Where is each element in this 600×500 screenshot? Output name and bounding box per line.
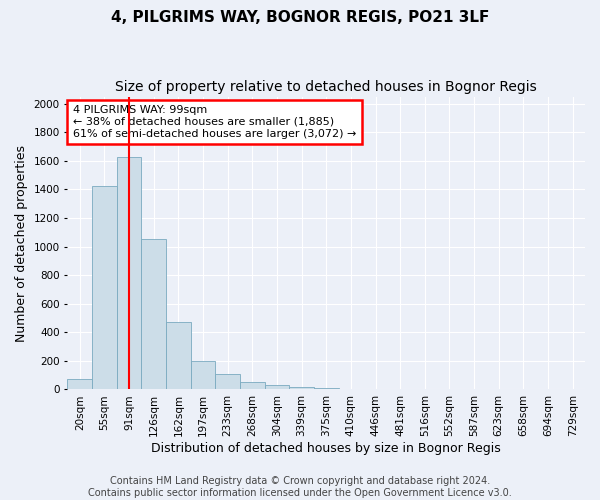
Bar [191, 361, 215, 390]
Bar [117, 156, 142, 390]
Text: 4, PILGRIMS WAY, BOGNOR REGIS, PO21 3LF: 4, PILGRIMS WAY, BOGNOR REGIS, PO21 3LF [111, 10, 489, 25]
Title: Size of property relative to detached houses in Bognor Regis: Size of property relative to detached ho… [115, 80, 537, 94]
Bar [215, 374, 240, 390]
X-axis label: Distribution of detached houses by size in Bognor Regis: Distribution of detached houses by size … [151, 442, 501, 455]
Text: 4 PILGRIMS WAY: 99sqm
← 38% of detached houses are smaller (1,885)
61% of semi-d: 4 PILGRIMS WAY: 99sqm ← 38% of detached … [73, 106, 356, 138]
Bar [142, 240, 166, 390]
Bar [388, 388, 412, 390]
Y-axis label: Number of detached properties: Number of detached properties [15, 144, 28, 342]
Bar [314, 388, 338, 390]
Bar [92, 186, 117, 390]
Bar [265, 385, 289, 390]
Bar [166, 322, 191, 390]
Bar [67, 378, 92, 390]
Bar [338, 388, 363, 390]
Text: Contains HM Land Registry data © Crown copyright and database right 2024.
Contai: Contains HM Land Registry data © Crown c… [88, 476, 512, 498]
Bar [289, 386, 314, 390]
Bar [240, 382, 265, 390]
